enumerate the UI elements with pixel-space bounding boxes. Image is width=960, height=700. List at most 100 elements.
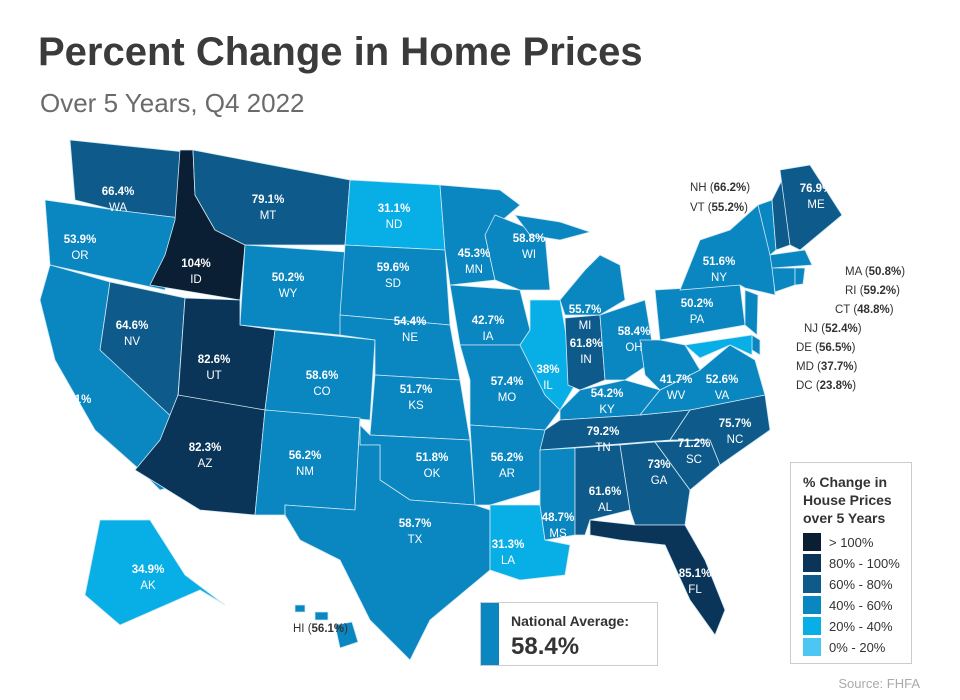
state-code: NC bbox=[726, 434, 744, 446]
state-value: 31.1% bbox=[377, 203, 411, 215]
state-label-de: DE (56.5%) bbox=[796, 342, 856, 354]
state-value: 58.4% bbox=[617, 326, 651, 338]
state-value: 57.4% bbox=[490, 376, 524, 388]
state-label-az: 82.3% AZ bbox=[189, 440, 222, 472]
state-code: KY bbox=[599, 404, 615, 416]
state-label-me: 76.9% ME bbox=[800, 181, 833, 213]
state-code: ID bbox=[190, 274, 202, 286]
state-value: 45.3% bbox=[457, 248, 491, 260]
state-label-oh: 58.4% OH bbox=[618, 324, 651, 356]
state-value: 75.7% bbox=[718, 418, 752, 430]
state-label-dc: DC (23.8%) bbox=[796, 380, 857, 392]
state-mi[interactable] bbox=[514, 214, 592, 241]
state-tx[interactable] bbox=[284, 417, 491, 661]
state-md[interactable] bbox=[684, 334, 753, 359]
state-code: KS bbox=[408, 400, 424, 412]
state-value: 73% bbox=[647, 459, 671, 471]
state-label-nm: 56.2% NM bbox=[289, 448, 322, 480]
state-value: 50.8% bbox=[868, 266, 902, 278]
state-me[interactable] bbox=[779, 164, 843, 251]
state-label-tx: 58.7% TX bbox=[399, 516, 432, 548]
state-label-sc: 71.2% SC bbox=[678, 436, 711, 468]
state-value: 34.9% bbox=[131, 564, 165, 576]
state-value: 85.1% bbox=[678, 568, 712, 580]
state-label-il: 38% IL bbox=[536, 362, 559, 394]
legend-item: > 100% bbox=[803, 533, 911, 551]
state-code: MI bbox=[578, 320, 592, 332]
state-value: 66.2% bbox=[713, 182, 747, 194]
state-label-ny: 51.6% NY bbox=[703, 254, 736, 286]
source-note: Source: FHFA bbox=[838, 676, 920, 691]
state-value: 76.9% bbox=[799, 183, 833, 195]
state-label-wy: 50.2% WY bbox=[272, 270, 305, 302]
state-value: 104% bbox=[181, 258, 211, 270]
state-label-mo: 57.4% MO bbox=[491, 374, 524, 406]
state-nj[interactable] bbox=[744, 289, 759, 336]
state-label-la: 31.3% LA bbox=[492, 537, 525, 569]
legend-label: 80% - 100% bbox=[829, 555, 900, 571]
state-code: AK bbox=[140, 580, 156, 592]
state-value: 56.2% bbox=[490, 452, 524, 464]
state-label-mi: 55.7% MI bbox=[569, 302, 602, 334]
state-code: UT bbox=[206, 370, 222, 382]
national-average-swatch bbox=[481, 603, 499, 665]
state-code: HI bbox=[293, 623, 305, 635]
state-label-ma: MA (50.8%) bbox=[845, 266, 906, 278]
state-code: OH bbox=[625, 342, 643, 354]
state-hi[interactable] bbox=[294, 604, 306, 613]
state-ma[interactable] bbox=[769, 249, 813, 269]
state-hi[interactable] bbox=[334, 621, 359, 649]
state-in[interactable] bbox=[564, 314, 606, 391]
state-value: 58.6% bbox=[305, 370, 339, 382]
state-code: WY bbox=[278, 288, 298, 300]
state-ms[interactable] bbox=[539, 447, 576, 541]
state-oh[interactable] bbox=[599, 299, 656, 381]
state-code: NE bbox=[402, 332, 418, 344]
state-label-wi: 58.8% WI bbox=[513, 231, 546, 263]
state-code: NH bbox=[690, 182, 707, 194]
state-mi[interactable] bbox=[559, 254, 626, 316]
state-co[interactable] bbox=[264, 329, 376, 421]
state-value: 54.4% bbox=[393, 316, 427, 328]
state-de[interactable] bbox=[751, 334, 761, 356]
state-code: IN bbox=[580, 354, 592, 366]
state-hi[interactable] bbox=[314, 611, 329, 621]
state-label-ky: 54.2% KY bbox=[591, 386, 624, 418]
state-label-va: 52.6% VA bbox=[706, 372, 739, 404]
state-value: 50.2% bbox=[680, 298, 714, 310]
state-value: 52.6% bbox=[705, 374, 739, 386]
state-ct[interactable] bbox=[771, 267, 796, 293]
state-fl[interactable] bbox=[589, 519, 726, 636]
state-value: 82.3% bbox=[188, 442, 222, 454]
state-value: 66.4% bbox=[101, 186, 135, 198]
state-il[interactable] bbox=[519, 299, 576, 411]
state-ar[interactable] bbox=[469, 424, 546, 506]
national-average-value: 58.4% bbox=[511, 633, 580, 660]
state-ak[interactable] bbox=[84, 519, 226, 626]
state-ri[interactable] bbox=[794, 267, 806, 286]
state-code: NM bbox=[296, 466, 314, 478]
state-value: 56.1% bbox=[311, 623, 345, 635]
legend-title: % Change in House Prices over 5 Years bbox=[803, 474, 892, 526]
state-code: WI bbox=[521, 249, 537, 261]
state-value: 50.2% bbox=[271, 272, 305, 284]
state-label-nv: 64.6% NV bbox=[116, 318, 149, 350]
legend-item: 0% - 20% bbox=[803, 638, 911, 656]
state-code: ME bbox=[807, 199, 825, 211]
state-code: ND bbox=[385, 219, 403, 231]
state-code: MS bbox=[549, 528, 567, 540]
state-va[interactable] bbox=[639, 344, 766, 416]
state-value: 48.8% bbox=[857, 304, 890, 316]
state-value: 79.2% bbox=[586, 426, 620, 438]
state-label-nj: NJ (52.4%) bbox=[804, 323, 862, 335]
state-value: 64.6% bbox=[115, 320, 149, 332]
state-label-ne: 54.4% NE bbox=[394, 314, 427, 346]
state-code: LA bbox=[500, 555, 516, 567]
state-code: NY bbox=[711, 272, 727, 284]
state-code: IL bbox=[543, 380, 553, 392]
state-code: SD bbox=[385, 278, 401, 290]
state-value: 56.5% bbox=[819, 342, 852, 354]
state-label-ga: 73% GA bbox=[647, 457, 670, 489]
state-label-wv: 41.7% WV bbox=[660, 372, 693, 404]
